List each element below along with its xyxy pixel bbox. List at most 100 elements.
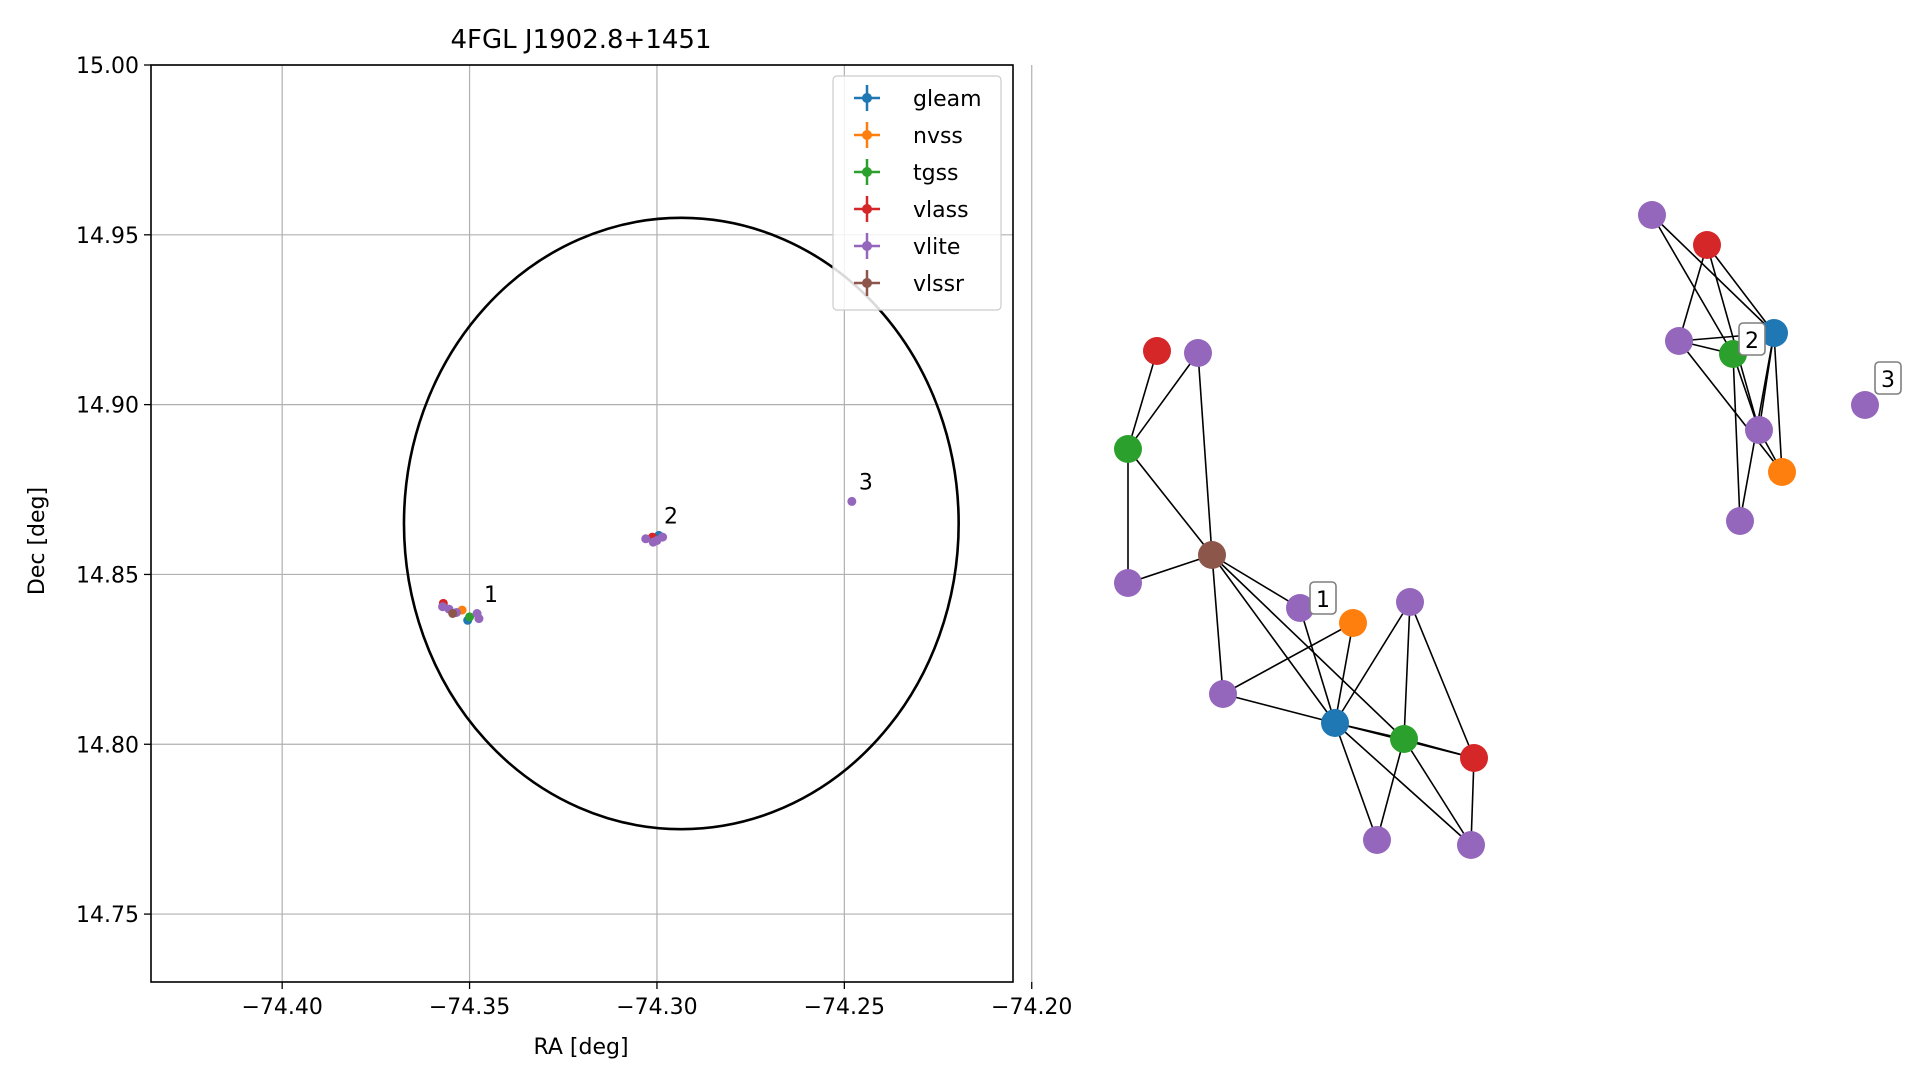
y-axis-label: Dec [deg] xyxy=(25,487,50,595)
network-nodes xyxy=(1114,201,1879,859)
network-node-vlass xyxy=(1143,337,1171,365)
legend-marker-dot xyxy=(862,167,872,177)
data-point-vlite xyxy=(641,534,651,544)
network-node-gleam xyxy=(1760,319,1788,347)
network-edge xyxy=(1211,554,1224,695)
y-tick-label: 14.90 xyxy=(76,394,139,419)
x-tick-label: −74.35 xyxy=(429,995,510,1020)
network-node-vlite xyxy=(1851,391,1879,419)
network-label-box xyxy=(1874,361,1902,395)
point-annotation: 3 xyxy=(859,471,873,496)
network-node-vlite xyxy=(1114,569,1142,597)
legend-marker-dot xyxy=(862,241,872,251)
network-labels: 1 2 3 xyxy=(1309,322,1902,615)
network-edge xyxy=(1651,214,1775,334)
network-node-vlite xyxy=(1726,507,1754,535)
network-label: 1 xyxy=(1316,588,1330,613)
data-points xyxy=(438,496,857,625)
point-annotation: 2 xyxy=(664,505,678,530)
point-annotations: 1 2 3 xyxy=(484,471,873,608)
network-edge xyxy=(1334,601,1411,724)
legend-marker-dot xyxy=(862,93,872,103)
legend-label: nvss xyxy=(913,124,963,149)
legend-label: vlite xyxy=(913,235,960,260)
network-edge xyxy=(1334,622,1354,724)
network-edge xyxy=(1211,554,1336,724)
legend-marker-dot xyxy=(862,278,872,288)
data-point-vlite xyxy=(847,496,857,506)
network-node-vlite xyxy=(1457,831,1485,859)
network-edge xyxy=(1678,244,1708,342)
network-node-vlass xyxy=(1460,744,1488,772)
legend-marker-dot xyxy=(862,130,872,140)
x-tick-label: −74.30 xyxy=(616,995,697,1020)
network-edge xyxy=(1706,244,1775,334)
network-node-gleam xyxy=(1321,709,1349,737)
chart-title: 4FGL J1902.8+1451 xyxy=(451,25,712,55)
y-tick-label: 14.75 xyxy=(76,903,139,928)
data-point-vlite xyxy=(652,535,662,545)
network-node-vlite xyxy=(1363,826,1391,854)
network-node-vlite xyxy=(1665,327,1693,355)
y-axis-ticks: 14.75 14.80 14.85 14.90 14.95 15.00 xyxy=(76,54,151,928)
network-edge xyxy=(1678,340,1783,473)
x-axis-label: RA [deg] xyxy=(533,1035,628,1060)
network-edge xyxy=(1299,607,1336,724)
y-tick-label: 14.85 xyxy=(76,563,139,588)
network-label-box xyxy=(1309,581,1337,615)
network-edge xyxy=(1403,601,1411,740)
network-label: 2 xyxy=(1745,329,1759,354)
network-label: 3 xyxy=(1881,368,1895,393)
y-tick-label: 15.00 xyxy=(76,54,139,79)
error-ellipse-outline xyxy=(402,216,960,831)
y-tick-label: 14.95 xyxy=(76,224,139,249)
network-edge xyxy=(1334,722,1472,846)
network-edge xyxy=(1211,554,1301,609)
network-edge xyxy=(1222,693,1336,724)
network-edge xyxy=(1403,738,1472,846)
legend-label: vlssr xyxy=(913,272,965,297)
point-annotation: 1 xyxy=(484,583,498,608)
network-node-tgss xyxy=(1390,725,1418,753)
x-tick-label: −74.25 xyxy=(804,995,885,1020)
network-node-vlite xyxy=(1184,339,1212,367)
legend-marker-dot xyxy=(862,204,872,214)
data-point-tgss xyxy=(465,612,475,622)
network-edge xyxy=(1706,244,1760,431)
network-node-vlite xyxy=(1286,594,1314,622)
network-node-vlass xyxy=(1693,231,1721,259)
data-point-vlssr xyxy=(448,609,458,619)
data-point-vlite xyxy=(474,614,484,624)
network-edge xyxy=(1127,352,1199,450)
legend-label: gleam xyxy=(913,87,982,112)
network-label-box xyxy=(1738,322,1766,356)
error-ellipse xyxy=(402,216,960,831)
network-edge xyxy=(1127,448,1213,556)
plot-frame xyxy=(150,64,1014,983)
network-edge xyxy=(1651,214,1734,355)
network-node-nvss xyxy=(1339,609,1367,637)
network-edges xyxy=(1127,214,1783,846)
x-tick-label: −74.40 xyxy=(241,995,322,1020)
scatter-chart-panel: 4FGL J1902.8+1451 1 2 3 −74.40 −74.35 −74.30… xyxy=(25,25,1072,1060)
legend: gleam nvss tgss vlass vlite vlssr xyxy=(832,75,1002,311)
network-edge xyxy=(1127,554,1213,584)
network-edge xyxy=(1409,601,1475,759)
network-edge xyxy=(1773,332,1783,473)
network-edge xyxy=(1197,352,1213,556)
network-edge xyxy=(1470,757,1475,846)
y-tick-label: 14.80 xyxy=(76,733,139,758)
network-edge xyxy=(1376,738,1405,841)
legend-label: vlass xyxy=(913,198,969,223)
legend-label: tgss xyxy=(913,161,959,186)
network-edge xyxy=(1732,353,1741,522)
x-tick-label: −74.20 xyxy=(991,995,1072,1020)
network-edge xyxy=(1334,722,1378,841)
network-node-vlite xyxy=(1396,588,1424,616)
network-node-tgss xyxy=(1114,435,1142,463)
network-node-nvss xyxy=(1768,458,1796,486)
network-edge xyxy=(1127,350,1158,450)
x-axis-ticks: −74.40 −74.35 −74.30 −74.25 −74.20 xyxy=(241,982,1072,1020)
network-node-vlssr xyxy=(1198,541,1226,569)
